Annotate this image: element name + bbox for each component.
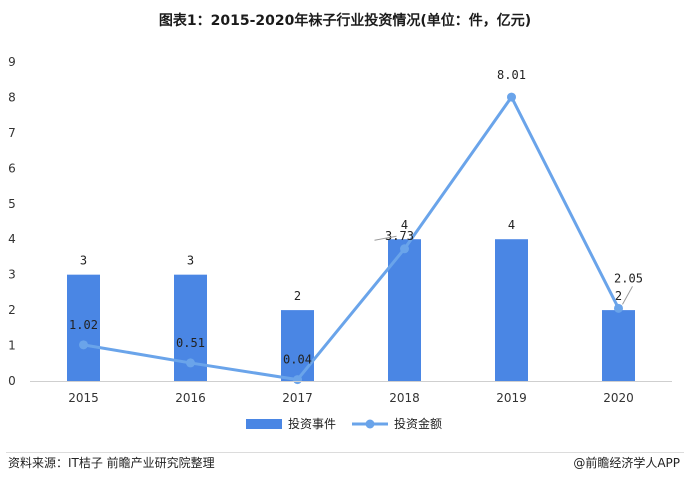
line-value-label: 3.73 [385, 229, 414, 243]
footer: 资料来源：IT桔子 前瞻产业研究院整理 @前瞻经济学人APP [0, 452, 690, 474]
x-tick-label: 2020 [603, 391, 634, 405]
bar-value-label: 2 [615, 289, 622, 303]
y-tick-label: 2 [8, 303, 16, 317]
y-tick-label: 6 [8, 161, 16, 175]
line-series: 1.02 0.51 0.04 3.73 8.01 2.05 [69, 68, 643, 385]
line-value-label: 8.01 [497, 68, 526, 82]
y-axis: 0 1 2 3 4 5 6 7 8 9 [8, 55, 16, 388]
line-point [79, 340, 88, 350]
y-tick-label: 4 [8, 232, 16, 246]
line-point [400, 244, 409, 254]
line-value-label: 1.02 [69, 318, 98, 332]
leader-line [374, 235, 397, 241]
y-tick-label: 8 [8, 90, 16, 104]
bar-value-label: 2 [294, 289, 301, 303]
leader-line [622, 286, 633, 305]
x-axis: 2015 2016 2017 2018 2019 2020 [30, 381, 672, 405]
legend-label-bar: 投资事件 [288, 416, 336, 431]
y-tick-label: 9 [8, 55, 16, 69]
line-path [83, 95, 620, 382]
bar [602, 310, 635, 381]
legend: 投资事件 投资金额 [246, 416, 442, 431]
bar [388, 239, 421, 381]
line-point [507, 92, 516, 102]
x-tick-label: 2019 [496, 391, 527, 405]
y-tick-label: 1 [8, 339, 16, 353]
legend-swatch-bar [246, 419, 282, 429]
x-tick-label: 2018 [389, 391, 420, 405]
legend-swatch-marker [365, 419, 375, 429]
y-tick-label: 5 [8, 197, 16, 211]
x-tick-label: 2017 [282, 391, 313, 405]
bar [281, 310, 314, 381]
line-point [186, 358, 195, 368]
combo-chart: 0 1 2 3 4 5 6 7 8 9 3 3 2 4 4 2 1.02 0.51 0.04 3.73 8.01 2.… [8, 55, 672, 431]
line-value-label: 2.05 [614, 271, 643, 285]
y-tick-label: 7 [8, 126, 16, 140]
y-tick-label: 0 [8, 374, 16, 388]
line-point [614, 303, 623, 313]
line-value-label: 0.04 [283, 353, 312, 367]
bar-value-label: 3 [187, 254, 194, 268]
source-note: 资料来源：IT桔子 前瞻产业研究院整理 [8, 456, 215, 470]
line-value-label: 0.51 [176, 336, 205, 350]
bar [67, 274, 100, 381]
bar [495, 239, 528, 381]
x-tick-label: 2015 [68, 391, 99, 405]
footer-divider [6, 452, 684, 453]
bar-value-label: 3 [80, 254, 87, 268]
bar-series: 3 3 2 4 4 2 [67, 218, 635, 381]
legend-label-line: 投资金额 [394, 416, 442, 431]
chart-title: 图表1：2015-2020年袜子行业投资情况(单位：件，亿元) [158, 13, 532, 29]
bar-value-label: 4 [401, 218, 408, 232]
x-tick-label: 2016 [175, 391, 206, 405]
brand-credit: @前瞻经济学人APP [573, 456, 680, 470]
y-tick-label: 3 [8, 268, 16, 282]
line-point [293, 375, 302, 385]
bar-value-label: 4 [508, 218, 515, 232]
